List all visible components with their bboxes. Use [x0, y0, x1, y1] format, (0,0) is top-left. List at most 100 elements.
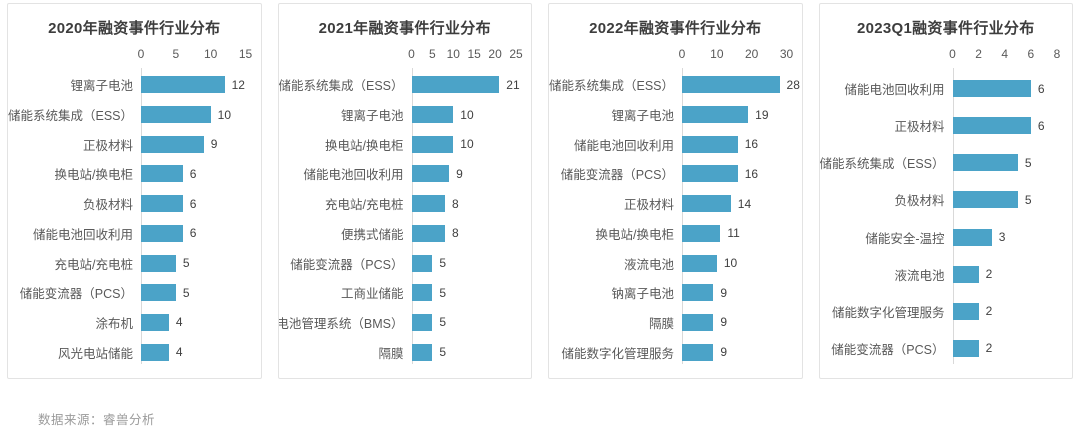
axis-tick-label: 20 — [488, 47, 502, 61]
chart-panel-3: 2022年融资事件行业分布 0 10 20 30 储能系统集成（ESS） 28 锂离子电池 19… — [548, 3, 803, 379]
category-label-text: 液流电池 — [623, 257, 674, 272]
chart-row: 储能变流器（PCS） 5 — [288, 248, 523, 278]
bar — [952, 154, 1018, 172]
category-label-text: 储能电池回收利用 — [573, 138, 674, 153]
bar-track: 16 — [682, 165, 787, 183]
category-label: 风光电站储能 — [17, 343, 141, 362]
bar-track: 5 — [952, 191, 1058, 209]
chart-row: 储能系统集成（ESS） 5 — [819, 144, 1064, 181]
value-label: 6 — [189, 196, 197, 211]
bar — [682, 195, 731, 213]
bar-track: 2 — [952, 339, 1058, 357]
bar — [682, 343, 714, 361]
bar — [411, 224, 445, 242]
bar-track: 3 — [952, 228, 1058, 246]
bar-track: 9 — [682, 284, 787, 302]
category-label: 储能变流器（PCS） — [17, 283, 141, 302]
axis-tick-label: 4 — [1001, 47, 1009, 61]
category-label-text: 换电站/换电柜 — [54, 168, 133, 183]
category-label-text: 换电站/换电柜 — [595, 227, 674, 242]
chart-row: 正极材料 9 — [17, 129, 252, 159]
bar — [141, 254, 176, 272]
chart-body: 储能系统集成（ESS） 28 锂离子电池 19 储能电池回收利用 16 储能变流器（PCS）… — [549, 68, 800, 367]
value-label: 5 — [182, 256, 190, 271]
value-label: 16 — [744, 137, 759, 152]
chart-row: 储能电池回收利用 6 — [829, 70, 1064, 107]
bar — [682, 76, 780, 94]
category-label: 充电站/充电桩 — [288, 194, 412, 213]
chart-row: 储能数字化管理服务 2 — [829, 293, 1064, 330]
axis-tick-label: 30 — [779, 47, 794, 61]
category-label: 储能数字化管理服务 — [829, 302, 953, 321]
chart-row: 换电站/换电柜 11 — [558, 219, 793, 249]
chart-row: 正极材料 14 — [558, 189, 793, 219]
axis-tick-label: 10 — [446, 47, 460, 61]
bar-track: 21 — [411, 76, 520, 94]
value-label: 9 — [456, 166, 463, 181]
chart-row: 锂离子电池 10 — [288, 100, 523, 130]
bar — [141, 135, 204, 153]
chart-title: 2021年融资事件行业分布 — [318, 20, 491, 37]
axis-tick-label: 10 — [710, 47, 724, 61]
category-label: 液流电池 — [558, 254, 682, 273]
bar-track: 10 — [411, 135, 517, 153]
axis-tick-label: 0 — [137, 47, 145, 61]
axis-tick-area: 0 5 10 15 — [137, 47, 253, 67]
value-label: 9 — [720, 285, 728, 300]
value-label: 5 — [439, 345, 447, 360]
bar-track: 12 — [141, 76, 246, 94]
value-label: 10 — [460, 107, 474, 122]
axis-tick-area: 0 10 20 30 — [679, 47, 794, 67]
category-label-text: 储能系统集成（ESS） — [278, 79, 404, 94]
value-label: 2 — [985, 341, 993, 356]
axis-tick-label: 5 — [172, 47, 180, 61]
category-label-text: 储能数字化管理服务 — [831, 305, 945, 320]
bar-track: 10 — [141, 106, 246, 124]
category-label: 储能电池回收利用 — [288, 164, 412, 183]
category-label: 负极材料 — [829, 190, 953, 209]
chart-row: 风光电站储能 4 — [17, 337, 252, 367]
value-label: 6 — [1037, 118, 1045, 133]
bar — [411, 284, 433, 302]
bar — [411, 343, 433, 361]
category-label: 换电站/换电柜 — [558, 224, 682, 243]
category-label: 便携式储能 — [288, 224, 412, 243]
category-label: 储能系统集成（ESS） — [278, 75, 412, 94]
bar-track: 6 — [141, 224, 246, 242]
chart-row: 锂离子电池 12 — [17, 70, 252, 100]
chart-row: 储能系统集成（ESS） 21 — [278, 70, 523, 100]
bar — [952, 228, 992, 246]
category-label-text: 风光电站储能 — [57, 346, 133, 361]
chart-panel-1: 2020年融资事件行业分布 0 5 10 15 锂离子电池 12 储能系统集成（ESS） 10 正… — [7, 3, 262, 379]
category-label-text: 储能变流器（PCS） — [19, 287, 133, 302]
value-label: 6 — [189, 226, 197, 241]
bar — [411, 195, 445, 213]
category-label: 正极材料 — [829, 116, 953, 135]
axis-tick-area: 0 5 10 15 20 25 — [408, 47, 523, 67]
bar — [682, 254, 717, 272]
chart-row: 储能电池回收利用 6 — [17, 219, 252, 249]
category-label-text: 电池管理系统（BMS） — [277, 316, 404, 331]
category-label: 储能变流器（PCS） — [829, 339, 953, 358]
category-label: 换电站/换电柜 — [288, 135, 412, 154]
chart-title: 2020年融资事件行业分布 — [48, 20, 221, 37]
bar-track: 14 — [682, 195, 787, 213]
value-label: 5 — [439, 315, 447, 330]
category-label-text: 正极材料 — [623, 198, 674, 213]
chart-row: 正极材料 6 — [829, 107, 1064, 144]
category-label-text: 储能系统集成（ESS） — [548, 79, 674, 94]
category-label-text: 储能电池回收利用 — [32, 227, 133, 242]
chart-title: 2022年融资事件行业分布 — [589, 20, 762, 37]
bar — [952, 302, 979, 320]
bar-track: 6 — [141, 195, 246, 213]
bar-track: 5 — [411, 343, 517, 361]
value-label: 5 — [1024, 155, 1032, 170]
bar — [141, 313, 169, 331]
bar — [411, 76, 500, 94]
chart-row: 换电站/换电柜 10 — [288, 129, 523, 159]
axis-tick-label: 15 — [238, 47, 253, 61]
category-label-text: 储能系统集成（ESS） — [7, 109, 133, 124]
bar — [141, 284, 176, 302]
category-label-text: 充电站/充电桩 — [54, 257, 133, 272]
chart-body: 储能电池回收利用 6 正极材料 6 储能系统集成（ESS） 5 负极材料 5 储能安全-温控 3 液… — [819, 68, 1064, 367]
